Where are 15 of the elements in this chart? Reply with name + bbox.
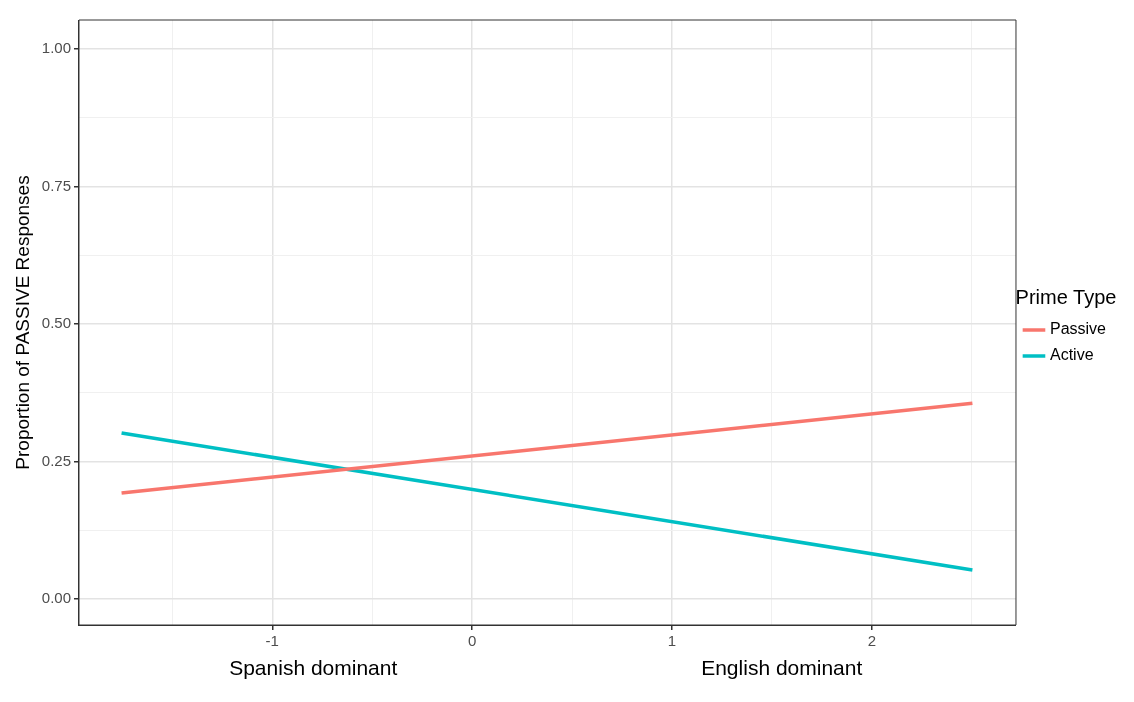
legend-title: Prime Type (1015, 285, 1117, 308)
text: English dominant (701, 656, 863, 680)
y-tick-label: 0.50 (41, 314, 71, 332)
y-axis-title: Proportion of PASSIVE Responses (11, 175, 33, 470)
x-tick-label: 1 (667, 632, 677, 650)
legend-label: Active (1049, 346, 1094, 364)
x-tick-label: 2 (867, 632, 877, 650)
legend-label: Passive (1049, 320, 1107, 338)
y-tick-label: 0.75 (41, 176, 71, 194)
x-tick-label: 0 (467, 632, 477, 650)
text: Spanish dominant (229, 656, 398, 680)
y-tick-label: 0.25 (41, 451, 71, 469)
y-tick-label: 1.00 (41, 39, 71, 57)
x-tick-label: -1 (265, 632, 279, 650)
y-tick-label: 0.00 (41, 589, 71, 607)
